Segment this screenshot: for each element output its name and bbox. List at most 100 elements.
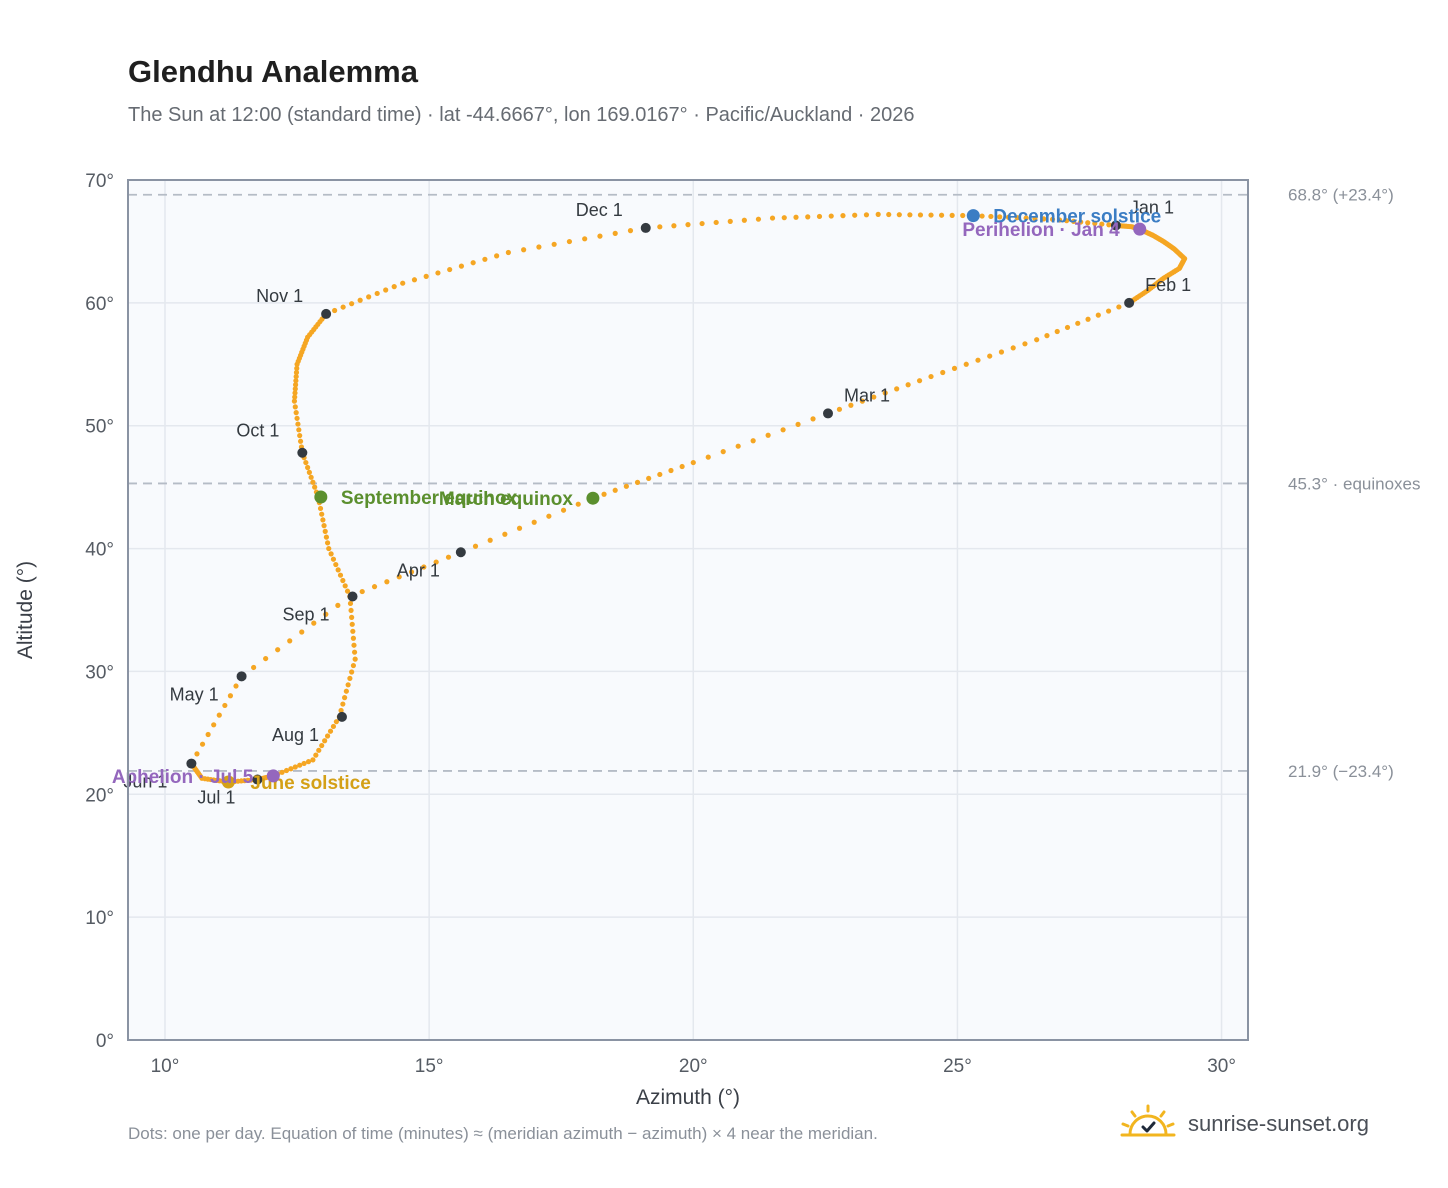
event-dot xyxy=(314,490,328,504)
day-dot xyxy=(383,287,389,293)
day-dot xyxy=(308,474,314,480)
day-dot xyxy=(852,212,858,218)
day-dot xyxy=(445,554,452,560)
day-dot xyxy=(949,212,955,218)
month-marker-label: Jun 1 xyxy=(123,772,167,792)
axes: 10° 15° 20° 25° 30° 0° 10° 20° 30° 40° 50° 60° 70° xyxy=(85,171,1236,1077)
day-dot xyxy=(222,702,228,709)
y-axis-label: Altitude (°) xyxy=(14,561,37,659)
day-dot xyxy=(303,459,309,466)
day-dot xyxy=(447,266,453,273)
day-dot xyxy=(396,574,402,580)
day-dot xyxy=(342,695,348,701)
day-dot xyxy=(713,219,719,226)
day-dot xyxy=(938,212,945,218)
day-dot xyxy=(601,491,607,497)
month-marker-label: Dec 1 xyxy=(576,200,623,220)
day-dot xyxy=(810,416,816,422)
day-dot xyxy=(1116,304,1122,310)
day-dot xyxy=(340,701,346,707)
day-dot xyxy=(1071,218,1077,224)
day-dot xyxy=(328,551,334,557)
event-dot xyxy=(966,209,980,223)
month-marker-dot xyxy=(347,591,358,602)
day-dot xyxy=(324,540,331,546)
day-dot xyxy=(312,484,318,490)
event-dot xyxy=(266,769,280,783)
reference-line-label: 68.8° (+23.4°) xyxy=(1288,186,1394,205)
day-dot xyxy=(836,406,843,412)
day-dot xyxy=(305,464,311,471)
month-marker-label: Sep 1 xyxy=(283,604,330,624)
day-dot xyxy=(623,483,629,489)
day-dot xyxy=(646,475,652,482)
day-dot xyxy=(292,390,298,396)
day-dot xyxy=(279,769,285,775)
day-dot xyxy=(536,244,542,250)
day-dot xyxy=(1049,216,1056,222)
day-dot xyxy=(327,728,334,734)
month-marker-label: Apr 1 xyxy=(397,560,440,580)
day-dot xyxy=(699,220,705,227)
day-dot xyxy=(560,507,567,513)
y-tick-label: 10° xyxy=(85,908,114,929)
day-dot xyxy=(292,764,298,770)
day-dot xyxy=(366,294,372,300)
month-marker-dot xyxy=(1124,297,1135,308)
day-dot xyxy=(292,394,298,400)
day-dot xyxy=(335,567,341,573)
day-dot xyxy=(227,693,234,699)
day-dot xyxy=(216,712,222,718)
day-dot xyxy=(482,256,488,262)
day-dot xyxy=(359,588,365,595)
event-dot xyxy=(221,775,235,789)
day-dot xyxy=(795,421,801,427)
event-label: March equinox xyxy=(439,489,574,510)
day-dot xyxy=(384,579,390,585)
brand[interactable]: sunrise-sunset.org xyxy=(1120,1104,1369,1144)
day-dot xyxy=(350,662,357,669)
month-marker-dot xyxy=(640,222,651,233)
day-dot xyxy=(597,233,603,239)
day-dot xyxy=(345,682,351,688)
month-marker-label: Mar 1 xyxy=(844,385,890,405)
footnote: Dots: one per day. Equation of time (min… xyxy=(128,1124,878,1143)
day-dot xyxy=(391,284,397,290)
day-dot xyxy=(975,357,981,363)
day-dot xyxy=(472,543,479,549)
day-dot xyxy=(349,669,355,675)
day-dot xyxy=(963,361,969,367)
day-dot xyxy=(1032,215,1038,222)
day-dot xyxy=(294,365,300,371)
chart-title: Glendhu Analemma xyxy=(128,54,418,89)
day-dot xyxy=(297,432,303,439)
day-dot xyxy=(1105,308,1112,314)
day-dot xyxy=(294,415,300,421)
day-dot xyxy=(987,353,993,359)
day-dot xyxy=(1064,218,1070,224)
day-dot xyxy=(582,236,588,242)
month-markers: Jan 1 Feb 1 Mar 1 Apr 1 May 1 Jun 1 Jul 1 Aug 1… xyxy=(123,197,1191,807)
day-dot xyxy=(1095,312,1101,318)
day-dot xyxy=(411,277,418,283)
y-tick-label: 50° xyxy=(85,417,114,438)
day-dot xyxy=(344,588,351,594)
day-dot xyxy=(299,629,305,635)
day-dot xyxy=(319,742,325,749)
day-dot xyxy=(324,733,331,739)
month-marker-dot xyxy=(455,547,466,558)
plot-frame xyxy=(127,179,1249,1041)
day-dot xyxy=(1085,316,1091,322)
day-dot xyxy=(458,263,465,269)
day-dot xyxy=(1085,220,1091,226)
day-dot xyxy=(323,611,329,617)
day-dot xyxy=(321,523,327,529)
sun-logo-icon xyxy=(1120,1104,1176,1137)
day-dot xyxy=(848,402,854,408)
day-dot xyxy=(326,545,332,552)
day-dot xyxy=(194,751,200,757)
day-dot xyxy=(338,707,344,714)
day-dot xyxy=(494,253,500,259)
day-dot xyxy=(896,212,902,218)
